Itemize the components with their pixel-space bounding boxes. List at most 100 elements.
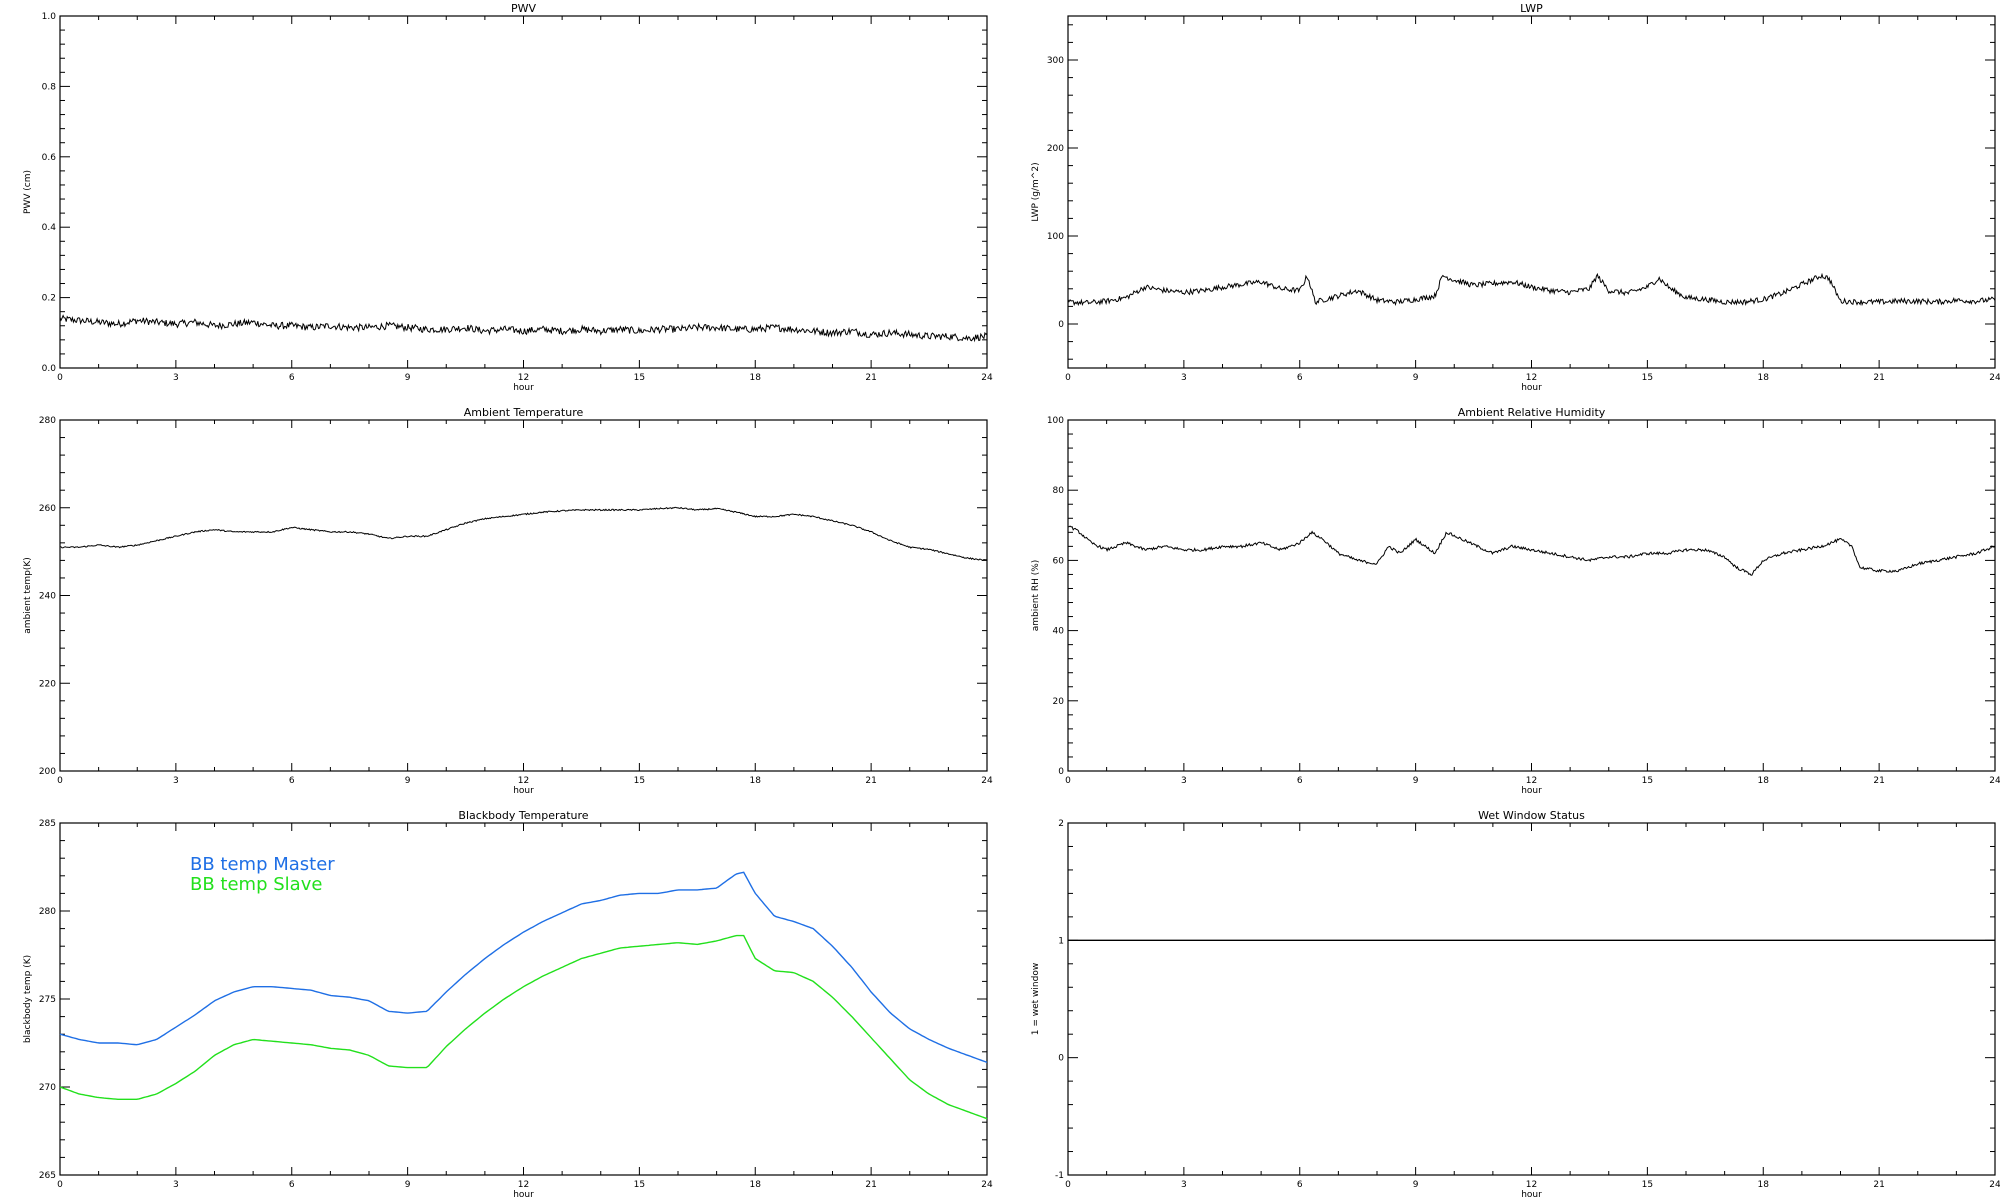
x-tick-label: 9 xyxy=(1413,373,1419,383)
y-tick-label: 200 xyxy=(39,767,56,777)
y-tick-label: 280 xyxy=(39,907,56,917)
x-tick-label: 24 xyxy=(1989,373,2000,383)
y-tick-label: 1.0 xyxy=(42,12,57,22)
y-tick-label: 20 xyxy=(1053,697,1065,707)
x-tick-label: 24 xyxy=(981,776,993,786)
panel-title: PWV xyxy=(511,2,537,15)
y-tick-label: 100 xyxy=(1047,416,1064,426)
y-tick-label: 270 xyxy=(39,1083,56,1093)
x-axis-label: hour xyxy=(1521,1190,1542,1200)
x-tick-label: 15 xyxy=(1642,1180,1653,1190)
y-tick-label: 100 xyxy=(1047,232,1064,242)
panel-title: Blackbody Temperature xyxy=(458,809,588,822)
y-tick-label: 40 xyxy=(1053,627,1065,637)
legend-entry: BB temp Master xyxy=(190,854,335,875)
y-tick-label: 0.6 xyxy=(42,153,57,163)
y-tick-label: 0.4 xyxy=(42,223,57,233)
x-tick-label: 9 xyxy=(1413,776,1419,786)
plot-frame xyxy=(1067,15,1996,369)
y-tick-label: 0.2 xyxy=(42,294,56,304)
panel-title: Wet Window Status xyxy=(1478,809,1585,822)
y-tick-label: 0.0 xyxy=(42,364,57,374)
panel-blackbody-temperature: Blackbody Temperature 0 3 6 9 12 15 18 21 24 hour 2… xyxy=(23,809,993,1200)
y-tick-label: 280 xyxy=(39,416,56,426)
x-axis-label: hour xyxy=(1521,786,1542,796)
x-tick-label: 24 xyxy=(981,373,993,383)
y-tick-label: 80 xyxy=(1053,486,1065,496)
x-tick-label: 6 xyxy=(1297,1180,1303,1190)
x-tick-label: 3 xyxy=(1181,776,1187,786)
plot-frame xyxy=(1067,822,1996,1176)
x-tick-label: 6 xyxy=(289,373,295,383)
x-tick-label: 3 xyxy=(173,373,179,383)
x-tick-label: 18 xyxy=(750,776,762,786)
y-axis-label: 1 = wet window xyxy=(1031,963,1041,1035)
x-tick-label: 18 xyxy=(750,1180,762,1190)
panel-ambient-temperature: Ambient Temperature 0 3 6 9 12 15 18 21 24 hour 200… xyxy=(23,406,993,796)
series-line-bb-temp-slave xyxy=(59,934,988,1120)
series-line-pwv xyxy=(59,314,988,343)
x-tick-label: 12 xyxy=(518,1180,529,1190)
x-tick-label: 24 xyxy=(981,1180,993,1190)
x-tick-label: 21 xyxy=(1873,1180,1884,1190)
x-tick-label: 6 xyxy=(289,776,295,786)
y-tick-label: 0.8 xyxy=(42,82,57,92)
x-tick-label: 21 xyxy=(1873,373,1884,383)
x-tick-label: 12 xyxy=(1526,776,1537,786)
x-tick-label: 21 xyxy=(865,373,876,383)
x-tick-label: 18 xyxy=(1758,373,1770,383)
y-tick-label: 300 xyxy=(1047,56,1064,66)
y-tick-label: 220 xyxy=(39,679,56,689)
y-tick-label: 60 xyxy=(1053,556,1065,566)
y-axis-label: blackbody temp (K) xyxy=(23,955,33,1043)
y-tick-label: 265 xyxy=(39,1171,56,1181)
y-tick-label: 285 xyxy=(39,819,56,829)
y-tick-label: 240 xyxy=(39,592,56,602)
y-tick-label: 200 xyxy=(1047,144,1064,154)
series-line-ambient-temperature xyxy=(59,506,988,561)
x-tick-label: 12 xyxy=(518,373,529,383)
x-tick-label: 15 xyxy=(1642,776,1653,786)
x-axis-label: hour xyxy=(513,383,534,393)
series-line-ambient-relative-humidity xyxy=(1068,525,1996,576)
x-tick-label: 0 xyxy=(1065,776,1071,786)
y-tick-label: 0 xyxy=(1058,767,1064,777)
x-axis-label: hour xyxy=(513,786,534,796)
x-tick-label: 0 xyxy=(1065,373,1071,383)
x-tick-label: 24 xyxy=(1989,1180,2000,1190)
x-tick-label: 0 xyxy=(1065,1180,1071,1190)
y-tick-label: 275 xyxy=(39,995,56,1005)
panel-lwp: LWP 0 3 6 9 12 15 18 21 24 hour 0 100 200 300 LWP (g/m^… xyxy=(1031,2,2000,393)
y-tick-label: -1 xyxy=(1055,1171,1064,1181)
plot-frame xyxy=(59,419,988,772)
x-axis-label: hour xyxy=(1521,383,1542,393)
y-tick-label: 1 xyxy=(1058,936,1064,946)
x-tick-label: 12 xyxy=(518,776,529,786)
x-tick-label: 18 xyxy=(1758,776,1770,786)
x-tick-label: 12 xyxy=(1526,1180,1537,1190)
x-tick-label: 3 xyxy=(173,776,179,786)
x-tick-label: 3 xyxy=(1181,1180,1187,1190)
x-tick-label: 9 xyxy=(1413,1180,1419,1190)
x-tick-label: 15 xyxy=(634,1180,645,1190)
x-tick-label: 0 xyxy=(57,776,63,786)
x-tick-label: 21 xyxy=(865,1180,876,1190)
x-tick-label: 9 xyxy=(405,1180,411,1190)
x-tick-label: 21 xyxy=(1873,776,1884,786)
y-axis-label: ambient RH (%) xyxy=(1031,560,1041,632)
y-tick-label: 2 xyxy=(1058,819,1064,829)
x-tick-label: 6 xyxy=(1297,373,1303,383)
panel-title: Ambient Relative Humidity xyxy=(1458,406,1606,419)
y-axis-label: LWP (g/m^2) xyxy=(1031,162,1041,221)
x-tick-label: 18 xyxy=(750,373,762,383)
y-tick-label: 260 xyxy=(39,504,56,514)
x-tick-label: 15 xyxy=(634,373,645,383)
plot-frame xyxy=(1067,419,1996,772)
panel-title: LWP xyxy=(1520,2,1543,15)
y-axis-label: ambient temp(K) xyxy=(23,557,33,634)
x-tick-label: 0 xyxy=(57,1180,63,1190)
x-tick-label: 24 xyxy=(1989,776,2000,786)
x-tick-label: 12 xyxy=(1526,373,1537,383)
x-tick-label: 6 xyxy=(1297,776,1303,786)
